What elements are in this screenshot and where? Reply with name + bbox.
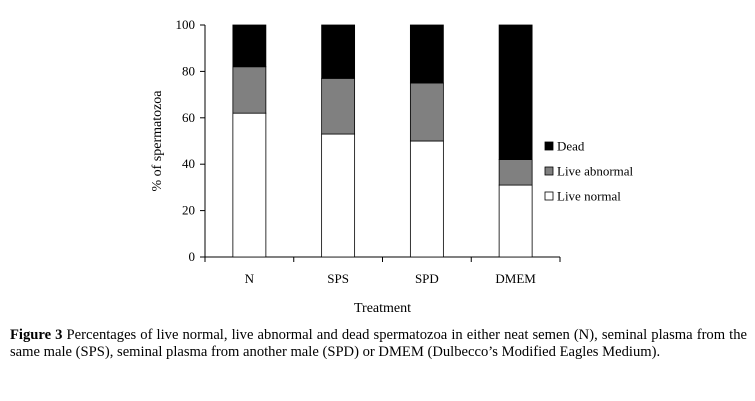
legend-swatch-live-normal: [544, 191, 554, 201]
x-tick-label: SPD: [415, 271, 439, 286]
x-tick-label: DMEM: [495, 271, 536, 286]
bar-sps-live-normal: [321, 133, 356, 258]
y-axis-title: % of spermatozoa: [150, 90, 165, 192]
y-tick-label: 60: [182, 110, 195, 125]
bar-n-live-normal: [232, 112, 267, 258]
bar-dmem-dead: [498, 24, 533, 160]
figure-caption: Figure 3 Percentages of live normal, liv…: [10, 327, 747, 361]
legend-label-live-abnormal: Live abnormal: [557, 164, 634, 179]
bar-spd-live-abnormal: [409, 82, 444, 142]
y-tick-label: 20: [182, 203, 195, 218]
caption-text: Percentages of live normal, live abnorma…: [10, 327, 747, 360]
bar-spd-live-normal: [409, 140, 444, 258]
legend-swatch-dead: [544, 141, 554, 151]
y-tick-label: 80: [182, 63, 195, 78]
bar-sps-live-abnormal: [321, 77, 356, 135]
y-tick-label: 0: [189, 249, 196, 264]
bar-spd-dead: [409, 24, 444, 84]
legend-label-dead: Dead: [557, 139, 585, 154]
x-tick-label: SPS: [327, 271, 349, 286]
legend-label-live-normal: Live normal: [557, 189, 621, 204]
bar-dmem-live-abnormal: [498, 159, 533, 186]
bar-n-live-abnormal: [232, 66, 267, 114]
y-tick-label: 40: [182, 156, 195, 171]
stacked-bar-chart: 0 20 40 60 80 100 N SPS SPD DMEM Treatment % of spe…: [150, 17, 634, 316]
bar-sps-dead: [321, 24, 356, 79]
y-tick-label: 100: [176, 17, 196, 32]
x-tick-label: N: [245, 271, 255, 286]
legend-swatch-live-abnormal: [544, 166, 554, 176]
caption-label: Figure 3: [10, 327, 63, 343]
x-axis-title: Treatment: [354, 301, 411, 316]
bar-n-dead: [232, 24, 267, 68]
bar-dmem-live-normal: [498, 184, 533, 258]
